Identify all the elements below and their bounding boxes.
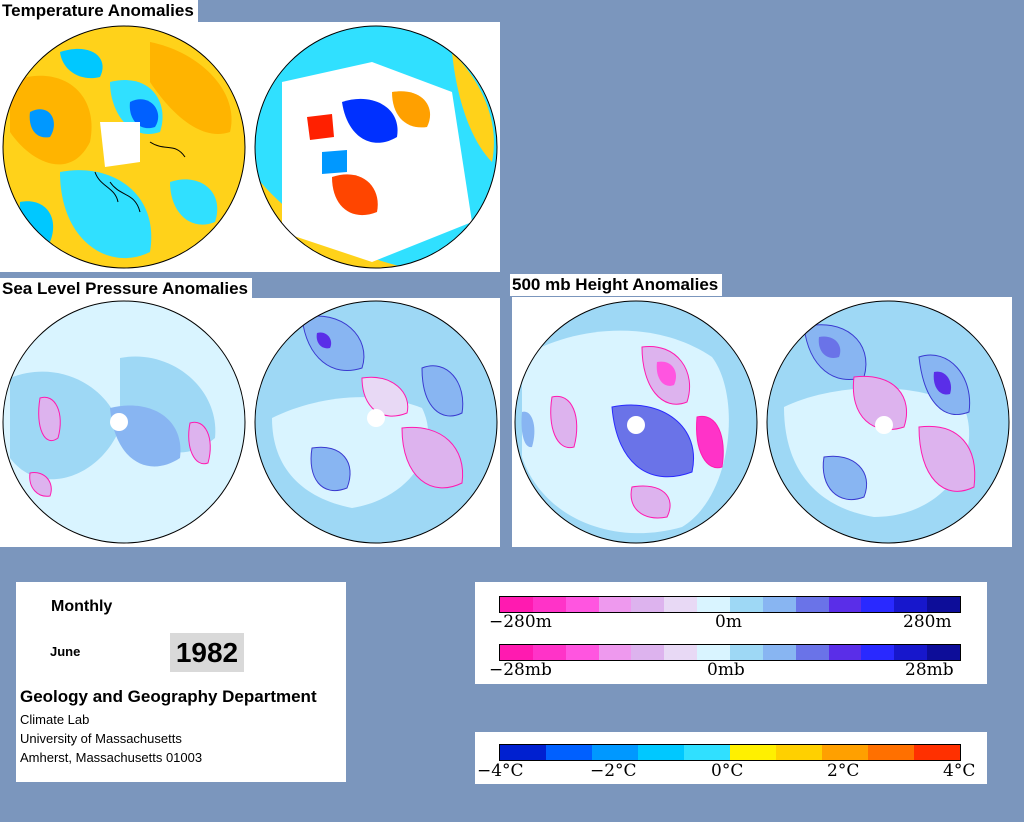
height500-south-globe [766, 300, 1010, 544]
slp-north-globe [2, 300, 246, 544]
height500-north-globe [514, 300, 758, 544]
temperature-south-globe [254, 25, 498, 269]
pressure-tick-max: 28mb [905, 660, 954, 680]
temperature-swatch-7 [822, 745, 868, 760]
temp-tick-2: −2°C [590, 761, 637, 781]
pressure-swatch-12 [894, 645, 928, 660]
height-swatch-4 [631, 597, 665, 612]
height-swatch-11 [861, 597, 895, 612]
pressure-swatch-11 [861, 645, 895, 660]
slp-south-globe [254, 300, 498, 544]
university-label: University of Massachusetts [20, 731, 182, 746]
pressure-swatch-0 [500, 645, 533, 660]
height-swatch-9 [795, 597, 829, 612]
pressure-tick-zero: 0mb [707, 660, 745, 680]
pressure-swatch-1 [532, 645, 566, 660]
height500-panel [512, 297, 1012, 547]
pressure-swatch-6 [697, 645, 731, 660]
temperature-swatch-0 [500, 745, 546, 760]
height-swatch-13 [927, 597, 961, 612]
pressure-swatch-10 [828, 645, 862, 660]
height-swatch-12 [894, 597, 928, 612]
height-colorbar [499, 596, 961, 613]
temperature-colorbar [499, 744, 961, 761]
height-swatch-3 [598, 597, 632, 612]
height-swatch-8 [762, 597, 796, 612]
temperature-swatch-5 [730, 745, 776, 760]
temperature-swatch-4 [684, 745, 730, 760]
pressure-swatch-7 [730, 645, 763, 660]
slp-panel [0, 298, 500, 547]
temperature-title: Temperature Anomalies [0, 0, 198, 22]
height-swatch-0 [500, 597, 533, 612]
temperature-swatch-9 [914, 745, 960, 760]
pressure-swatch-4 [631, 645, 665, 660]
height-tick-min: −280m [489, 612, 552, 632]
height-swatch-2 [565, 597, 599, 612]
height-tick-zero: 0m [715, 612, 742, 632]
temperature-swatch-6 [776, 745, 822, 760]
temperature-swatch-3 [638, 745, 684, 760]
height-swatch-7 [730, 597, 763, 612]
temp-tick-5: 4°C [943, 761, 976, 781]
anomaly-scale-box: −280m 0m 280m −28mb 0mb 28mb [475, 582, 987, 684]
pressure-swatch-3 [598, 645, 632, 660]
temperature-panel [0, 22, 500, 272]
height-swatch-6 [697, 597, 731, 612]
height500-title: 500 mb Height Anomalies [510, 274, 723, 296]
temperature-swatch-8 [868, 745, 914, 760]
pressure-tick-min: −28mb [489, 660, 552, 680]
pressure-swatch-8 [762, 645, 796, 660]
month-label: June [50, 644, 81, 659]
height-tick-max: 280m [903, 612, 952, 632]
info-box: Monthly June 1982 Geology and Geography … [16, 582, 346, 782]
period-label: Monthly [51, 598, 113, 615]
address-label: Amherst, Massachusetts 01003 [20, 750, 203, 765]
height-swatch-5 [664, 597, 698, 612]
temp-tick-3: 0°C [711, 761, 744, 781]
pressure-swatch-9 [795, 645, 829, 660]
height-swatch-10 [828, 597, 862, 612]
pressure-colorbar [499, 644, 961, 661]
temp-tick-1: −4°C [477, 761, 524, 781]
temperature-swatch-2 [592, 745, 638, 760]
pressure-swatch-13 [927, 645, 961, 660]
year-label: 1982 [170, 633, 244, 672]
lab-label: Climate Lab [20, 712, 90, 727]
temp-tick-4: 2°C [827, 761, 860, 781]
height-swatch-1 [532, 597, 566, 612]
department-label: Geology and Geography Department [20, 687, 317, 706]
pressure-swatch-5 [664, 645, 698, 660]
slp-title: Sea Level Pressure Anomalies [0, 278, 253, 300]
temperature-swatch-1 [546, 745, 592, 760]
temperature-scale-box: −4°C −2°C 0°C 2°C 4°C [475, 732, 987, 784]
temperature-north-globe [2, 25, 246, 269]
pressure-swatch-2 [565, 645, 599, 660]
